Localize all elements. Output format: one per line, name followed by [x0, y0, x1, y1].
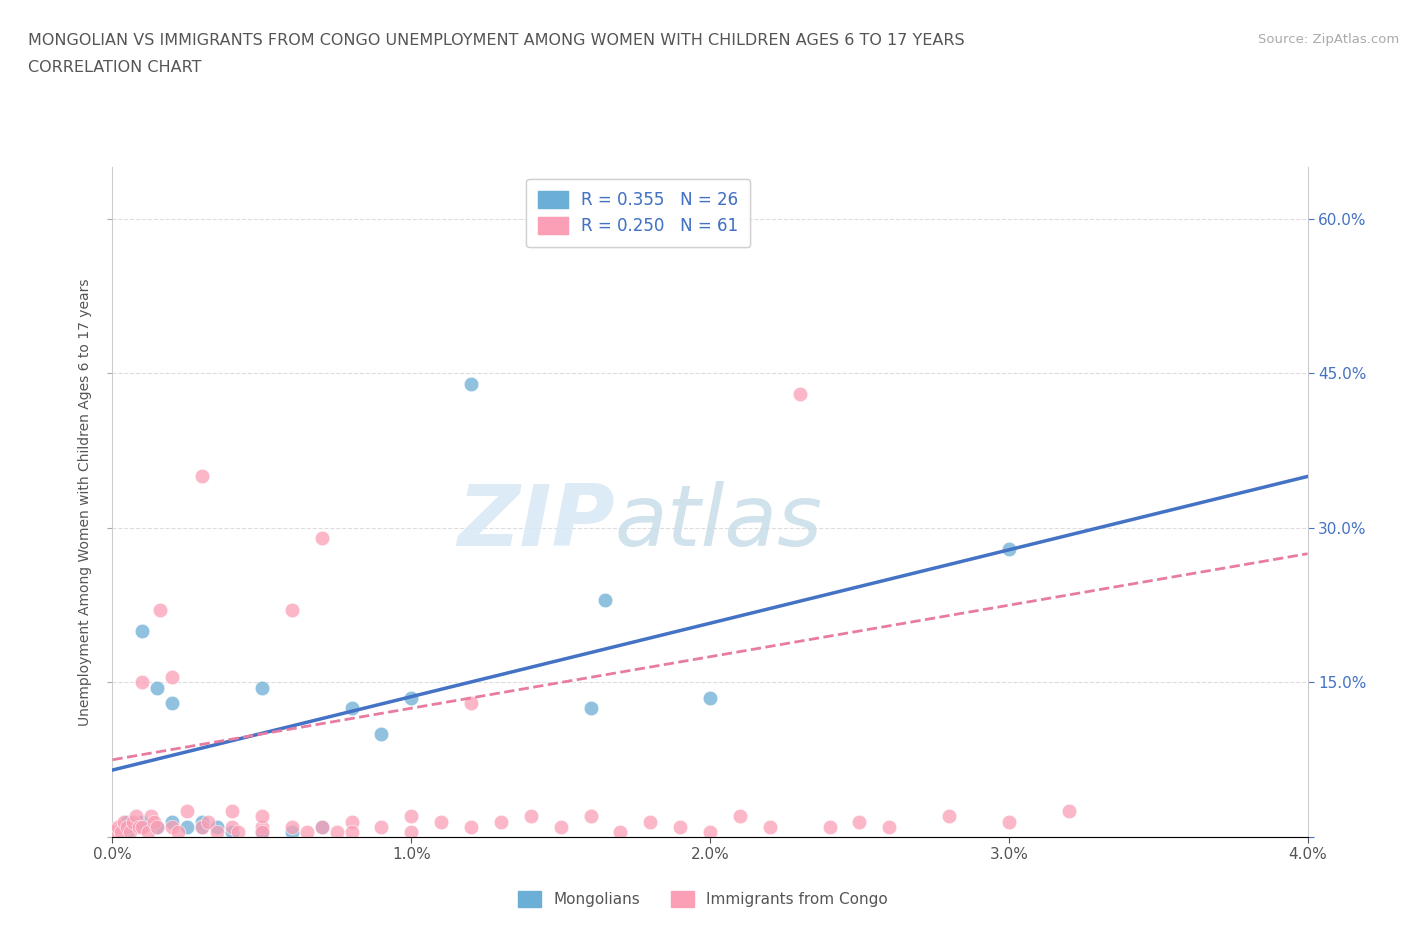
Point: [311, 531, 333, 546]
Point: [489, 814, 512, 829]
Point: [197, 814, 219, 829]
Point: [340, 701, 363, 716]
Legend: R = 0.355   N = 26, R = 0.250   N = 61: R = 0.355 N = 26, R = 0.250 N = 61: [526, 179, 751, 247]
Point: [595, 592, 617, 607]
Point: [226, 824, 249, 839]
Point: [131, 675, 153, 690]
Point: [818, 819, 841, 834]
Point: [131, 819, 153, 834]
Point: [104, 824, 127, 839]
Point: [997, 541, 1019, 556]
Point: [146, 680, 169, 695]
Point: [848, 814, 870, 829]
Point: [162, 670, 183, 684]
Point: [1057, 804, 1080, 818]
Point: [149, 603, 172, 618]
Point: [143, 814, 166, 829]
Point: [579, 701, 602, 716]
Point: [120, 824, 142, 839]
Point: [699, 824, 721, 839]
Point: [176, 819, 198, 834]
Point: [789, 387, 811, 402]
Point: [131, 623, 153, 638]
Point: [997, 814, 1019, 829]
Point: [295, 824, 318, 839]
Point: [205, 819, 228, 834]
Point: [146, 819, 169, 834]
Point: [167, 824, 190, 839]
Point: [401, 824, 423, 839]
Point: [325, 824, 347, 839]
Point: [131, 819, 153, 834]
Point: [579, 809, 602, 824]
Point: [520, 809, 543, 824]
Point: [250, 680, 273, 695]
Point: [162, 814, 183, 829]
Point: [311, 819, 333, 834]
Point: [281, 819, 304, 834]
Point: [128, 819, 150, 834]
Point: [176, 804, 198, 818]
Point: [250, 824, 273, 839]
Point: [370, 819, 392, 834]
Point: [758, 819, 780, 834]
Point: [877, 819, 900, 834]
Point: [938, 809, 960, 824]
Point: [281, 603, 304, 618]
Point: [117, 819, 139, 834]
Point: [110, 824, 132, 839]
Point: [191, 819, 214, 834]
Point: [728, 809, 751, 824]
Point: [191, 814, 214, 829]
Point: [401, 809, 423, 824]
Point: [221, 804, 243, 818]
Point: [191, 819, 214, 834]
Point: [125, 809, 148, 824]
Text: CORRELATION CHART: CORRELATION CHART: [28, 60, 201, 75]
Point: [370, 726, 392, 741]
Point: [250, 819, 273, 834]
Point: [141, 809, 163, 824]
Point: [340, 824, 363, 839]
Point: [138, 824, 160, 839]
Point: [281, 824, 304, 839]
Point: [117, 824, 139, 839]
Text: MONGOLIAN VS IMMIGRANTS FROM CONGO UNEMPLOYMENT AMONG WOMEN WITH CHILDREN AGES 6: MONGOLIAN VS IMMIGRANTS FROM CONGO UNEMP…: [28, 33, 965, 47]
Point: [221, 824, 243, 839]
Point: [107, 819, 129, 834]
Point: [311, 819, 333, 834]
Point: [609, 824, 631, 839]
Point: [114, 814, 135, 829]
Point: [699, 690, 721, 705]
Point: [146, 819, 169, 834]
Point: [669, 819, 692, 834]
Point: [460, 696, 482, 711]
Point: [638, 814, 661, 829]
Point: [162, 696, 183, 711]
Y-axis label: Unemployment Among Women with Children Ages 6 to 17 years: Unemployment Among Women with Children A…: [77, 278, 91, 726]
Point: [430, 814, 453, 829]
Point: [340, 814, 363, 829]
Text: atlas: atlas: [614, 481, 823, 564]
Point: [221, 819, 243, 834]
Point: [131, 814, 153, 829]
Text: ZIP: ZIP: [457, 481, 614, 564]
Point: [401, 690, 423, 705]
Point: [117, 814, 139, 829]
Text: Source: ZipAtlas.com: Source: ZipAtlas.com: [1258, 33, 1399, 46]
Point: [122, 814, 145, 829]
Point: [550, 819, 572, 834]
Point: [460, 377, 482, 392]
Point: [205, 824, 228, 839]
Point: [191, 469, 214, 484]
Point: [460, 819, 482, 834]
Point: [250, 809, 273, 824]
Legend: Mongolians, Immigrants from Congo: Mongolians, Immigrants from Congo: [512, 884, 894, 913]
Point: [162, 819, 183, 834]
Point: [250, 824, 273, 839]
